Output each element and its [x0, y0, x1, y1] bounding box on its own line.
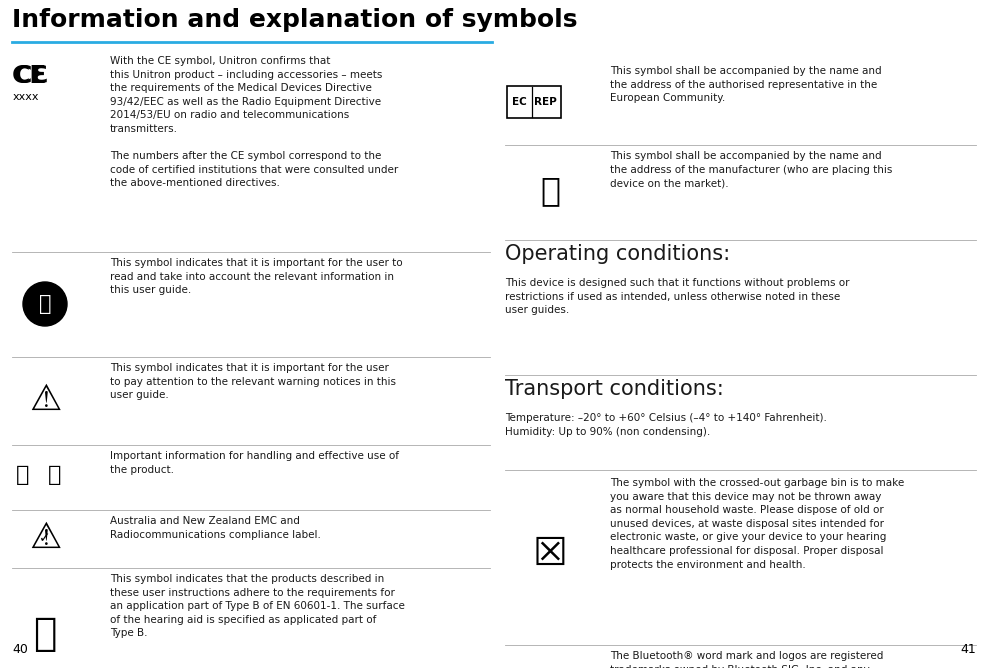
Text: EC: EC: [512, 97, 527, 107]
Text: This symbol indicates that the products described in
these user instructions adh: This symbol indicates that the products …: [110, 574, 405, 639]
Text: With the CE symbol, Unitron confirms that
this Unitron product – including acces: With the CE symbol, Unitron confirms tha…: [110, 56, 398, 188]
Text: This symbol shall be accompanied by the name and
the address of the authorised r: This symbol shall be accompanied by the …: [610, 66, 881, 103]
Text: ☒: ☒: [533, 535, 567, 573]
Text: 🏭: 🏭: [540, 174, 560, 207]
Text: 📔: 📔: [16, 465, 30, 485]
Text: This device is designed such that it functions without problems or
restrictions : This device is designed such that it fun…: [505, 278, 850, 315]
Text: Operating conditions:: Operating conditions:: [505, 244, 730, 264]
Text: Australia and New Zealand EMC and
Radiocommunications compliance label.: Australia and New Zealand EMC and Radioc…: [110, 516, 321, 540]
Text: This symbol shall be accompanied by the name and
the address of the manufacturer: This symbol shall be accompanied by the …: [610, 151, 892, 188]
Text: REP: REP: [535, 97, 557, 107]
Text: ⚠: ⚠: [29, 383, 61, 417]
Text: ⚠: ⚠: [29, 521, 61, 555]
Text: The Bluetooth® word mark and logos are registered
trademarks owned by Bluetooth : The Bluetooth® word mark and logos are r…: [610, 651, 885, 668]
Text: xxxx: xxxx: [13, 92, 40, 102]
FancyBboxPatch shape: [507, 86, 561, 118]
Text: The symbol with the crossed-out garbage bin is to make
you aware that this devic: The symbol with the crossed-out garbage …: [610, 478, 904, 570]
Text: ⓘ: ⓘ: [48, 465, 61, 485]
Text: 40: 40: [12, 643, 28, 656]
Text: Information and explanation of symbols: Information and explanation of symbols: [12, 8, 578, 32]
Text: Important information for handling and effective use of
the product.: Important information for handling and e…: [110, 451, 399, 474]
Text: 41: 41: [960, 643, 976, 656]
Text: 📖: 📖: [39, 294, 51, 314]
Circle shape: [23, 282, 67, 326]
Text: This symbol indicates that it is important for the user
to pay attention to the : This symbol indicates that it is importa…: [110, 363, 396, 400]
Text: CƐ: CƐ: [14, 64, 49, 88]
Text: 🚶: 🚶: [34, 615, 56, 653]
Text: ✓: ✓: [40, 531, 50, 545]
Text: Transport conditions:: Transport conditions:: [505, 379, 724, 399]
Text: This symbol indicates that it is important for the user to
read and take into ac: This symbol indicates that it is importa…: [110, 258, 403, 295]
Text: CE: CE: [12, 64, 47, 88]
Text: Temperature: –20° to +60° Celsius (–4° to +140° Fahrenheit).
Humidity: Up to 90%: Temperature: –20° to +60° Celsius (–4° t…: [505, 413, 827, 437]
